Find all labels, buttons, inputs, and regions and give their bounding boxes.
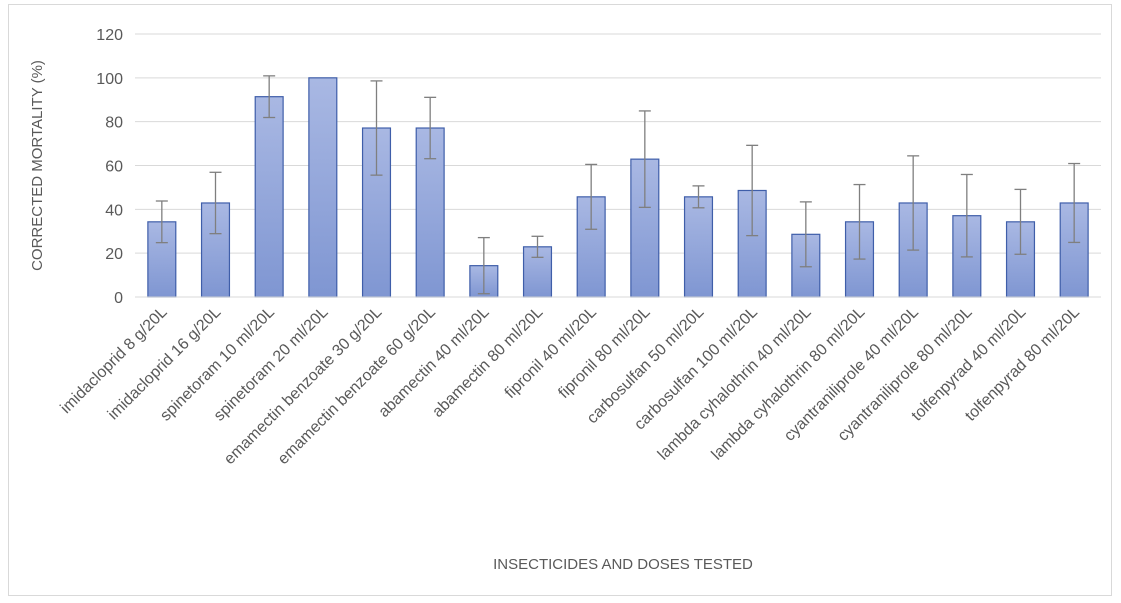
x-tick-label: fipronil 40 ml/20L — [502, 304, 600, 402]
x-tick-label: imidacloprid 8 g/20L — [57, 304, 170, 417]
bars — [147, 77, 1089, 298]
y-tick-label: 80 — [105, 115, 123, 132]
x-tick-label: fipronil 80 ml/20L — [555, 304, 653, 402]
y-tick-label: 40 — [105, 202, 123, 219]
bar — [254, 96, 284, 298]
y-tick-label: 120 — [96, 27, 123, 44]
bar — [683, 196, 714, 298]
x-axis-title: INSECTICIDES AND DOSES TESTED — [493, 556, 753, 573]
bar — [308, 77, 338, 298]
y-tick-label: 20 — [105, 246, 123, 263]
y-tick-label: 100 — [96, 71, 123, 88]
error-bars — [155, 75, 1081, 295]
y-tick-label: 60 — [105, 159, 123, 176]
gridlines — [135, 33, 1101, 254]
chart-area: 0 20 40 60 80 100 120 imidacloprid 8 g/20L imida… — [8, 4, 1112, 596]
y-tick-label: 0 — [114, 290, 123, 307]
y-axis-title: CORRECTED MORTALITY (%) — [29, 60, 46, 271]
